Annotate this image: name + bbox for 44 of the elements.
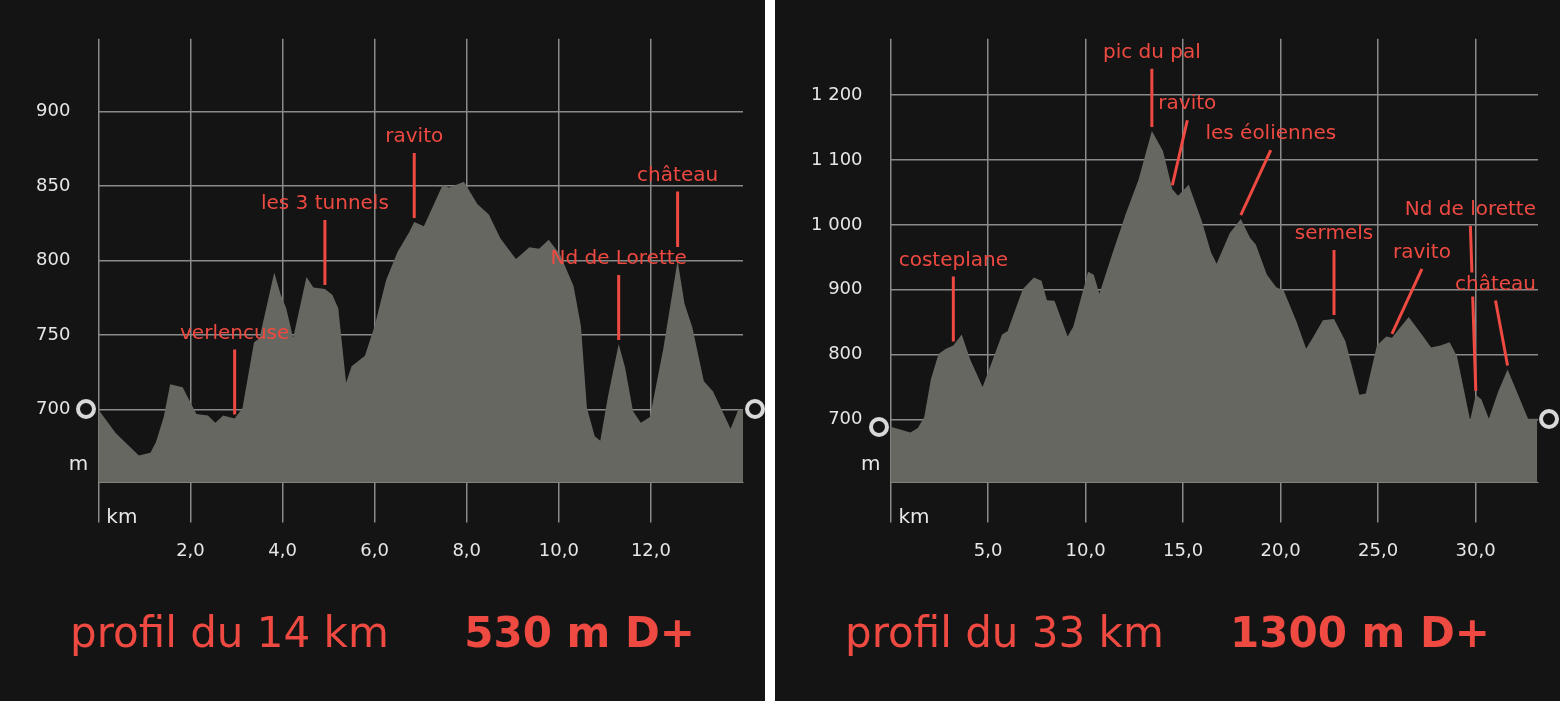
- y-tick-label: 800: [36, 248, 71, 270]
- x-tick-label: 12,0: [630, 538, 671, 560]
- annotation: Nd de lorette: [1404, 196, 1536, 221]
- y-tick-label: 1 000: [811, 212, 863, 234]
- x-tick-label: 2,0: [176, 538, 205, 560]
- y-tick-label: 900: [828, 277, 863, 299]
- annotation: verlencuse: [180, 319, 290, 344]
- text: profil du 33 km: [845, 608, 1164, 657]
- y-tick-label: 1 100: [811, 147, 863, 169]
- x-tick-label: 10,0: [538, 538, 579, 560]
- x-tick-label: 20,0: [1260, 538, 1301, 560]
- text: 1300 m D+: [1230, 608, 1490, 657]
- x-tick-label: 25,0: [1358, 538, 1399, 560]
- x-tick-label: 5,0: [973, 538, 1003, 560]
- annotation: château: [637, 161, 719, 186]
- x-tick-label: 15,0: [1163, 538, 1204, 560]
- y-tick-label: 700: [828, 407, 863, 429]
- annotation: les 3 tunnels: [260, 190, 389, 215]
- x-axis-title: km: [106, 503, 138, 528]
- x-tick-label: 30,0: [1455, 538, 1496, 560]
- annotation: ravito: [385, 123, 444, 148]
- annotation: sermels: [1294, 220, 1374, 245]
- annotation: costeplane: [898, 246, 1008, 271]
- annotation: ravito: [1392, 238, 1451, 263]
- annotation: pic du pal: [1102, 39, 1201, 63]
- y-tick-label: 750: [36, 322, 71, 344]
- annotation: ravito: [1158, 90, 1217, 115]
- annotation: Nd de Lorette: [550, 245, 687, 270]
- text: 530 m D+: [464, 608, 695, 657]
- x-tick-label: 10,0: [1065, 538, 1106, 560]
- text: profil du 14 km: [70, 608, 389, 657]
- y-tick-label: 700: [36, 397, 71, 419]
- annotation: château: [1454, 270, 1536, 295]
- y-axis-title: m: [68, 450, 89, 475]
- y-tick-label: 850: [36, 173, 71, 195]
- annotation: les éoliennes: [1205, 120, 1337, 145]
- x-axis-title: km: [898, 503, 930, 528]
- x-tick-label: 8,0: [452, 538, 482, 560]
- y-axis-title: m: [861, 450, 881, 475]
- x-tick-label: 4,0: [268, 538, 297, 560]
- y-tick-label: 1 200: [811, 82, 863, 104]
- y-tick-label: 800: [828, 342, 863, 364]
- y-tick-label: 900: [36, 99, 71, 121]
- x-tick-label: 6,0: [360, 538, 389, 560]
